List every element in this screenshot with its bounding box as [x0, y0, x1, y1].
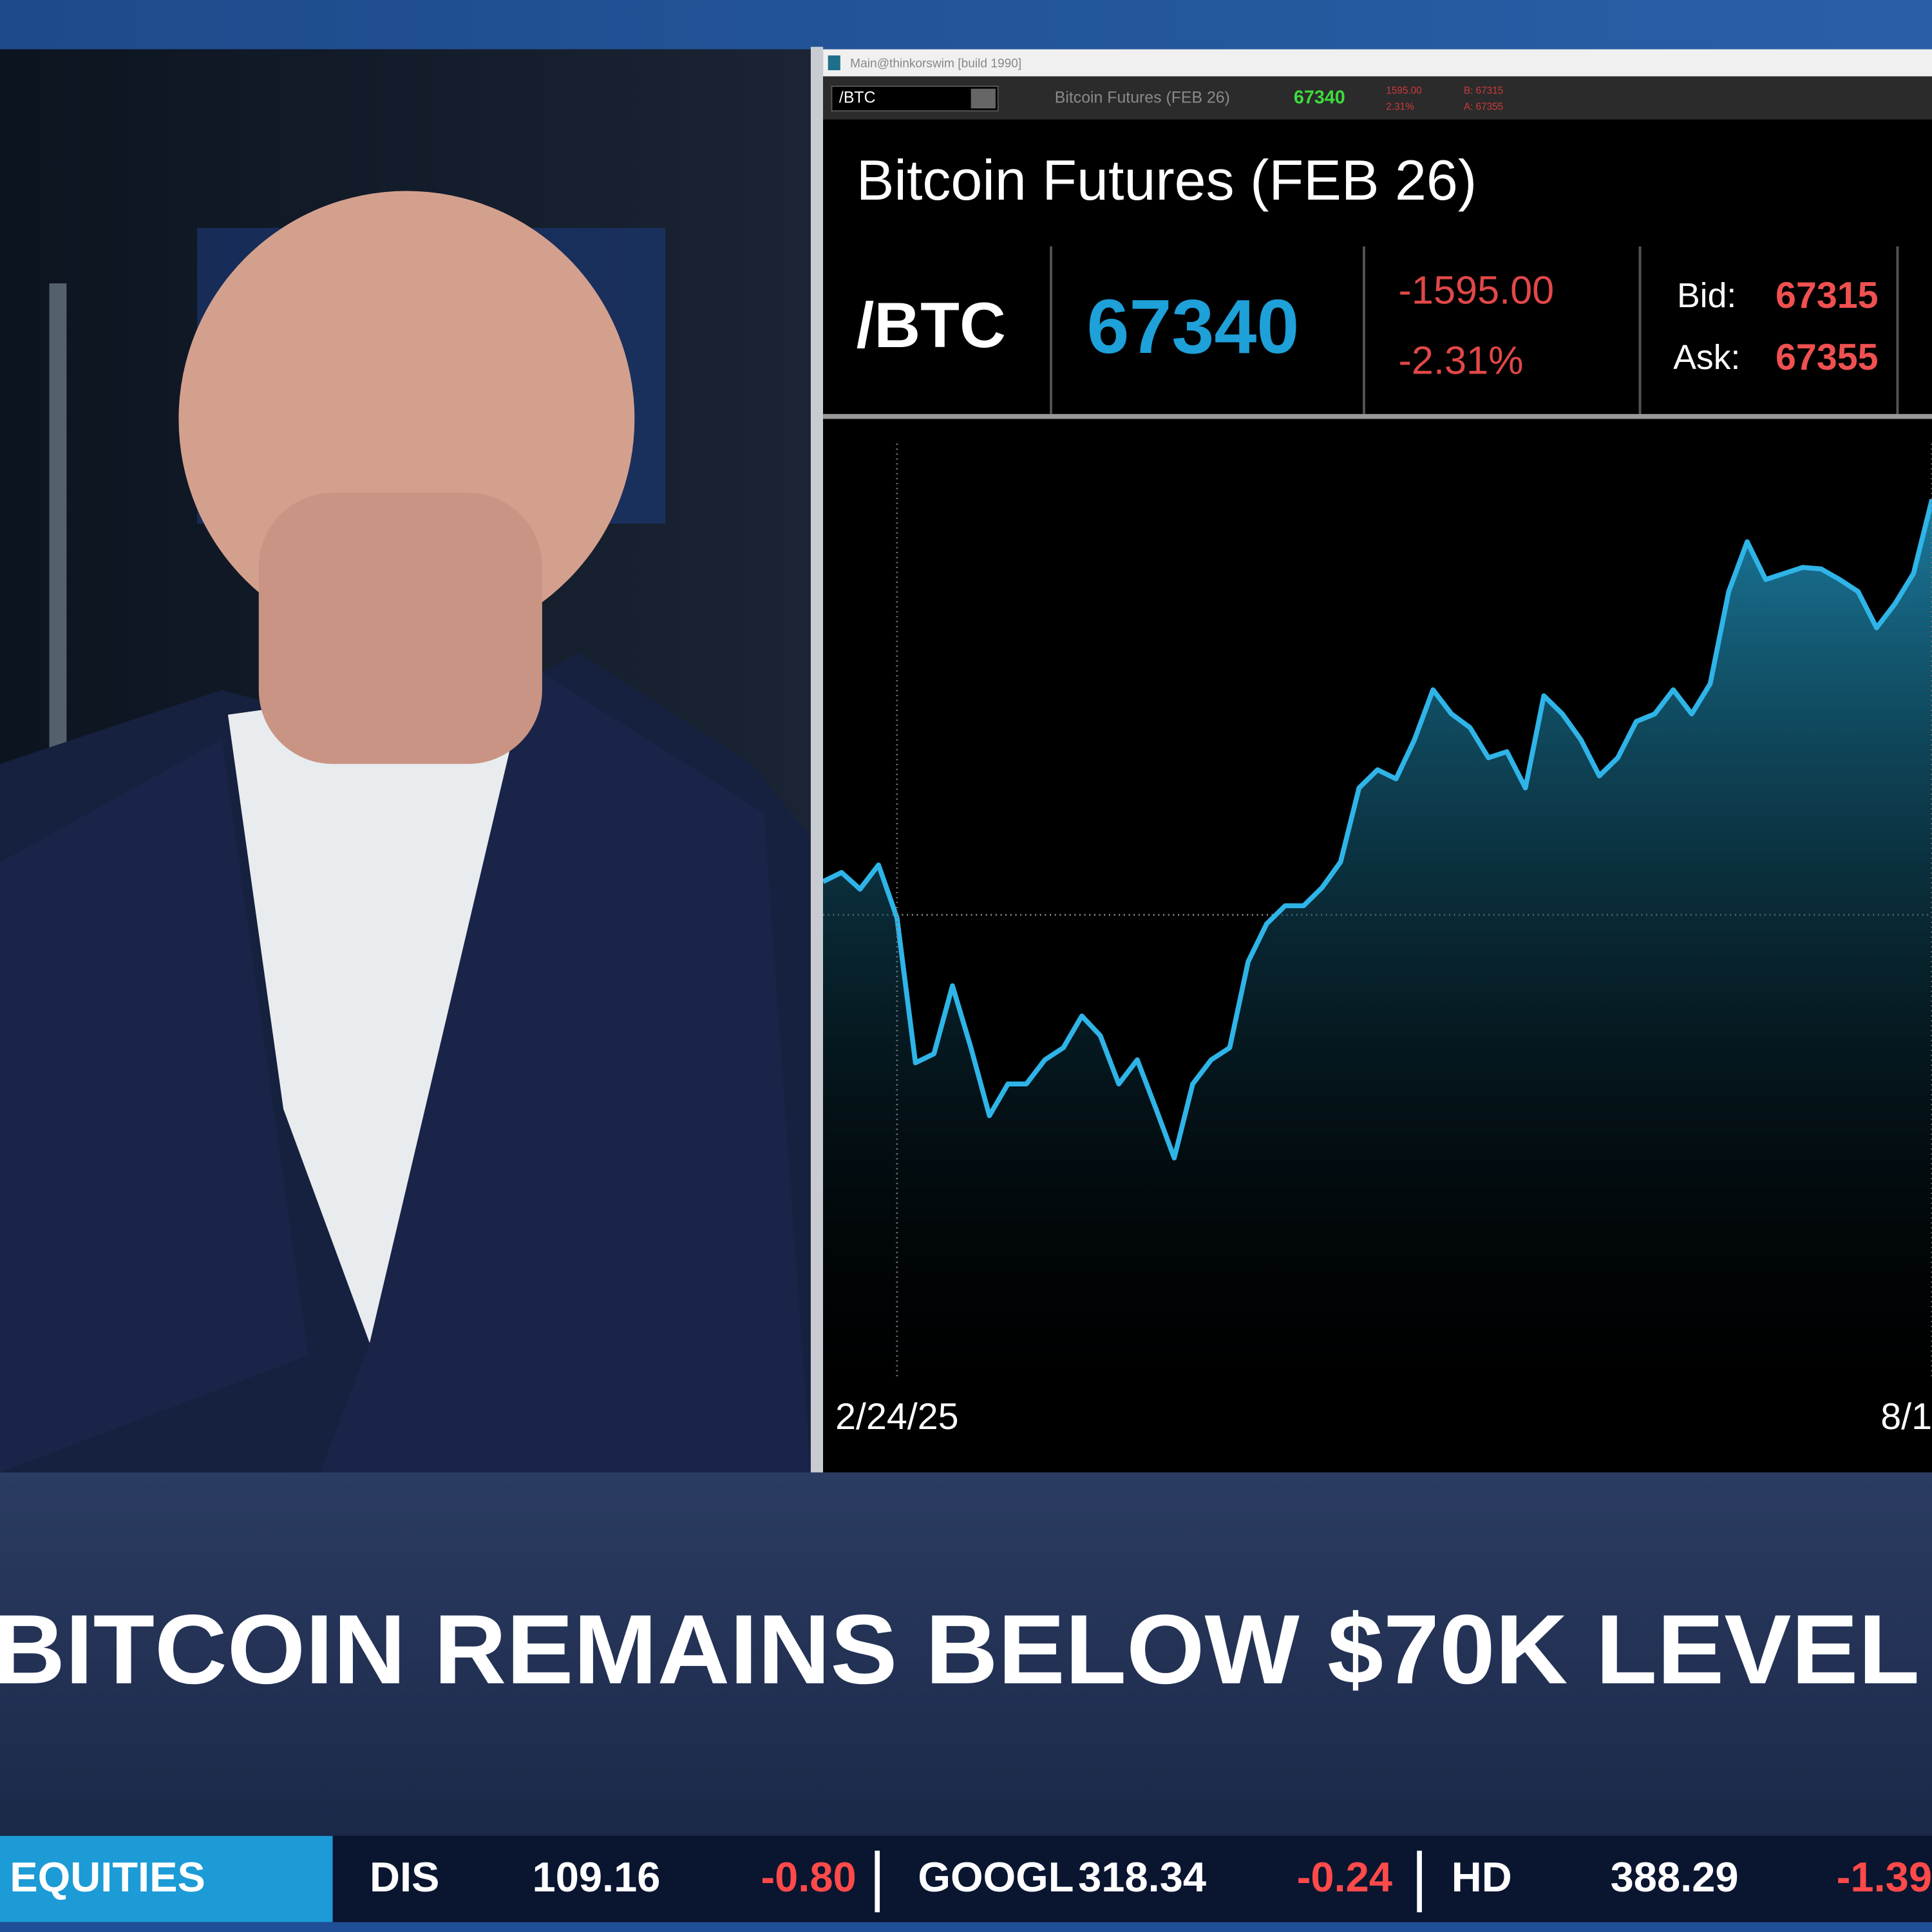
- presenter-video: [0, 49, 811, 1473]
- ask-value: 67355: [1776, 337, 1879, 378]
- ticker-symbol: HD: [1452, 1853, 1512, 1900]
- quote-separators: [1050, 246, 1899, 414]
- chart: [823, 443, 1932, 1380]
- panel-divider: [823, 413, 1932, 419]
- ticker-symbol: DIS: [370, 1853, 439, 1900]
- ticker-section-box: [0, 1835, 333, 1922]
- x-tick-label: 2/24/25: [835, 1396, 958, 1437]
- toolbar-ask: A: 67355: [1464, 102, 1503, 113]
- ticker-change: -0.24: [1297, 1853, 1392, 1900]
- window-title: Main@thinkorswim [build 1990]: [850, 57, 1021, 71]
- dropdown[interactable]: [971, 88, 996, 109]
- quote-change: -1595.00: [1399, 269, 1555, 312]
- toolbar-percent: 2.31%: [1386, 102, 1414, 113]
- ask-label: Ask:: [1673, 339, 1740, 377]
- x-axis: 2/24/25 8/1: [835, 1396, 1932, 1437]
- bid-label: Bid:: [1677, 277, 1736, 315]
- quote-percent: -2.31%: [1399, 339, 1524, 383]
- area-fill: [823, 499, 1932, 1380]
- window-titlebar: [823, 49, 1932, 77]
- toolbar-symbol: /BTC: [839, 89, 876, 107]
- quote-last: 67340: [1086, 285, 1299, 370]
- quote-panel: [823, 119, 1932, 419]
- ticker-symbol: GOOGL: [918, 1853, 1074, 1900]
- toolbar-bid: B: 67315: [1464, 86, 1503, 97]
- toolbar: [823, 76, 1932, 120]
- toolbar-description: Bitcoin Futures (FEB 26): [1055, 89, 1230, 107]
- top-bar: [0, 0, 1932, 50]
- price-line: [823, 498, 1932, 1160]
- headline-band: [0, 1472, 1932, 1836]
- symbol-box[interactable]: [831, 85, 999, 112]
- bottom-stripe: [0, 1922, 1932, 1932]
- ticker-section: EQUITIES: [10, 1853, 205, 1900]
- ticker-separator: [875, 1850, 880, 1913]
- frame-border: [810, 46, 824, 1477]
- ticker-change: -1.39: [1837, 1853, 1932, 1900]
- quote-symbol: /BTC: [857, 290, 1006, 361]
- ticker-price: 318.34: [1078, 1853, 1206, 1900]
- ticker-items: DIS 109.16 -0.80 GOOGL 318.34 -0.24 HD 388.29 -1…: [370, 1850, 1932, 1913]
- quote-title: Bitcoin Futures (FEB 26): [857, 148, 1477, 212]
- ticker-price: 109.16: [533, 1853, 661, 1900]
- toolbar-change: 1595.00: [1386, 86, 1421, 97]
- ticker-price: 388.29: [1611, 1853, 1739, 1900]
- ticker-separator: [1417, 1850, 1422, 1913]
- app-icon: [828, 55, 840, 71]
- ticker-change: -0.80: [761, 1853, 856, 1900]
- bid-value: 67315: [1776, 275, 1879, 316]
- toolbar-last: 67340: [1294, 88, 1345, 108]
- headline: BITCOIN REMAINS BELOW $70K LEVEL: [0, 1595, 1920, 1705]
- x-tick-label: 8/1: [1880, 1396, 1932, 1437]
